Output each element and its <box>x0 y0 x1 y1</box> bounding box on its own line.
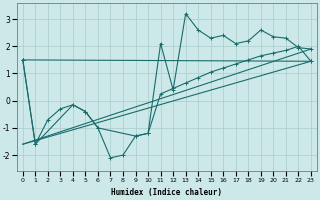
X-axis label: Humidex (Indice chaleur): Humidex (Indice chaleur) <box>111 188 222 197</box>
